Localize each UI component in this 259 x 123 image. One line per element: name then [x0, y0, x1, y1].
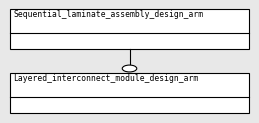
Text: Layered_interconnect_module_design_arm: Layered_interconnect_module_design_arm — [13, 74, 199, 83]
Bar — [10, 73, 249, 113]
Text: Sequential_laminate_assembly_design_arm: Sequential_laminate_assembly_design_arm — [13, 10, 204, 19]
Bar — [10, 9, 249, 49]
Circle shape — [122, 65, 137, 72]
